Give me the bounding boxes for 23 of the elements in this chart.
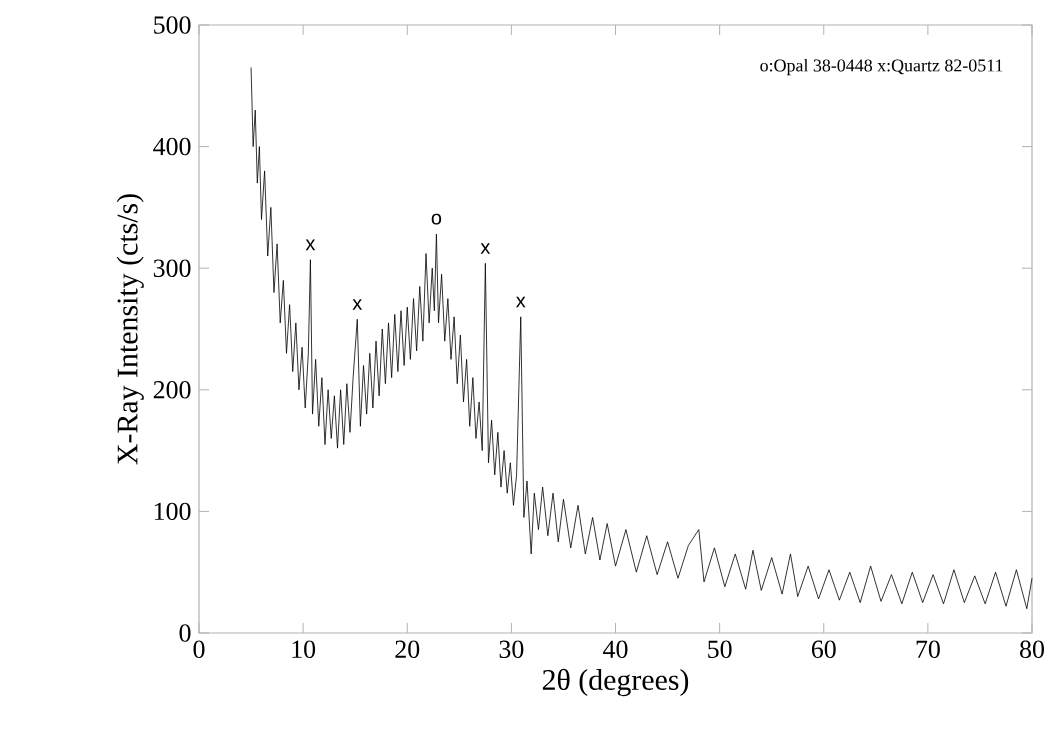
x-tick-label: 80 xyxy=(1020,640,1044,658)
x-tick-label: 30 xyxy=(499,640,524,658)
annotation: o:Opal 38-0448 x:Quartz 82-0511 xyxy=(760,58,1003,76)
x-tick-label: 40 xyxy=(603,640,628,658)
annotation: x xyxy=(305,239,316,251)
x-tick-label: 0 xyxy=(193,640,205,658)
x-tick-label: 60 xyxy=(811,640,836,658)
annotation: o xyxy=(431,213,442,225)
annotation: x xyxy=(480,243,491,254)
y-axis-title: X-Ray Intensity (cts/s) xyxy=(116,194,144,465)
y-tick-label: 0 xyxy=(179,624,191,642)
y-tick-label: 300 xyxy=(153,259,191,277)
y-tick-label: 400 xyxy=(153,137,191,156)
x-axis-title: 2θ (degrees) xyxy=(542,668,689,697)
y-tick-label: 200 xyxy=(153,381,191,399)
x-tick-label: 10 xyxy=(292,640,316,658)
x-tick-label: 70 xyxy=(916,640,940,658)
annotation: x xyxy=(352,299,363,310)
y-tick-label: 500 xyxy=(154,16,191,34)
y-tick-label: 100 xyxy=(154,502,191,521)
x-tick-label: 20 xyxy=(395,640,420,658)
x-tick-label: 50 xyxy=(708,640,732,658)
annotation: x xyxy=(515,296,526,308)
